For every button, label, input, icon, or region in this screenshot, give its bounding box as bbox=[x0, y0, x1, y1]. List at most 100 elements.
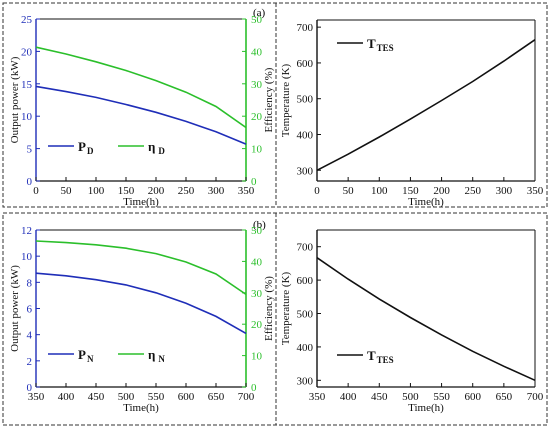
x-tick-label: 500 bbox=[402, 391, 419, 403]
y2-tick-label: 0 bbox=[251, 176, 257, 188]
x-tick-label: 200 bbox=[433, 185, 450, 197]
series-line-2 bbox=[35, 46, 247, 129]
y2-tick-label: 20 bbox=[251, 319, 263, 331]
y2-tick-label: 40 bbox=[251, 46, 263, 58]
x-tick-label: 350 bbox=[527, 185, 544, 197]
x-tick-label: 700 bbox=[527, 391, 544, 403]
y-tick-label: 700 bbox=[297, 242, 314, 254]
y-tick-label: 20 bbox=[21, 46, 33, 58]
x-tick-label: 50 bbox=[343, 185, 355, 197]
y-tick-label: 6 bbox=[27, 304, 33, 316]
x-tick-label: 250 bbox=[464, 185, 481, 197]
x-tick-label: 650 bbox=[208, 391, 225, 403]
y2-tick-label: 40 bbox=[251, 256, 263, 268]
x-tick-label: 300 bbox=[208, 185, 225, 197]
x-tick-label: 450 bbox=[371, 391, 388, 403]
panel-a-frame bbox=[2, 2, 548, 208]
chart-3: 350 400 450 500 550 600 650 7000246810120102030… bbox=[9, 225, 275, 414]
x-tick-label: 450 bbox=[88, 391, 105, 403]
y2-tick-label: 10 bbox=[251, 144, 263, 156]
panel-b-label: (b) bbox=[253, 219, 266, 231]
legend-subscript: N bbox=[158, 354, 165, 364]
x-axis-label: Time(h) bbox=[408, 196, 444, 208]
legend-subscript: N bbox=[87, 354, 94, 364]
y-tick-label: 700 bbox=[297, 22, 314, 34]
chart-1: 0 50 100 150 200 250 300 3500510152025010203040… bbox=[9, 14, 275, 208]
y-tick-label: 12 bbox=[21, 225, 32, 237]
y-tick-label: 400 bbox=[297, 342, 314, 354]
y-tick-label: 10 bbox=[21, 251, 33, 263]
x-tick-label: 400 bbox=[58, 391, 75, 403]
y-tick-label: 8 bbox=[27, 277, 33, 289]
x-tick-label: 400 bbox=[340, 391, 357, 403]
x-tick-label: 150 bbox=[402, 185, 419, 197]
y-axis-label: Temperature (K) bbox=[280, 271, 292, 345]
series-line-2 bbox=[35, 240, 247, 296]
legend-subscript: TES bbox=[377, 355, 394, 365]
legend-label: TTES bbox=[367, 348, 394, 365]
legend-label: PD bbox=[78, 139, 94, 156]
y-tick-label: 5 bbox=[27, 144, 33, 156]
x-tick-label: 700 bbox=[238, 391, 255, 403]
y-tick-label: 4 bbox=[27, 330, 33, 342]
y-axis-label: Output power (kW) bbox=[9, 265, 21, 352]
legend-label: PN bbox=[78, 347, 94, 364]
x-tick-label: 200 bbox=[148, 185, 165, 197]
legend-subscript: D bbox=[87, 146, 94, 156]
x-tick-label: 0 bbox=[33, 185, 39, 197]
y2-tick-label: 50 bbox=[251, 225, 263, 237]
y-tick-label: 2 bbox=[27, 356, 33, 368]
x-tick-label: 350 bbox=[238, 185, 255, 197]
x-tick-label: 600 bbox=[464, 391, 481, 403]
chart-2: 0 50 100 150 200 250 300 350 300 400 500 600 700 Time… bbox=[280, 19, 544, 208]
charts-layer: 0 50 100 150 200 250 300 3500510152025010203040… bbox=[9, 14, 544, 414]
x-tick-label: 550 bbox=[148, 391, 165, 403]
y2-axis-label: Efficiency (%) bbox=[263, 276, 275, 341]
y-tick-label: 300 bbox=[297, 165, 314, 177]
x-tick-label: 300 bbox=[496, 185, 513, 197]
y-tick-label: 500 bbox=[297, 94, 314, 106]
y2-tick-label: 20 bbox=[251, 111, 263, 123]
chart-4: 350 400 450 500 550 600 650 700 300 400 500 600 700 T… bbox=[280, 229, 544, 414]
x-tick-label: 600 bbox=[178, 391, 195, 403]
y-tick-label: 600 bbox=[297, 58, 314, 70]
series-line-1 bbox=[316, 257, 536, 382]
x-tick-label: 250 bbox=[178, 185, 195, 197]
y-tick-label: 10 bbox=[21, 111, 33, 123]
y2-tick-label: 30 bbox=[251, 79, 263, 91]
y-tick-label: 400 bbox=[297, 129, 314, 141]
y-axis-label: Temperature (K) bbox=[280, 63, 292, 137]
y-tick-label: 300 bbox=[297, 375, 314, 387]
y-tick-label: 0 bbox=[27, 176, 33, 188]
legend-label: TTES bbox=[367, 36, 394, 53]
y2-tick-label: 30 bbox=[251, 288, 263, 300]
x-tick-label: 350 bbox=[28, 391, 45, 403]
x-tick-label: 100 bbox=[88, 185, 105, 197]
legend-subscript: TES bbox=[377, 43, 394, 53]
x-axis-label: Time(h) bbox=[123, 196, 159, 208]
y-tick-label: 500 bbox=[297, 309, 314, 321]
y-axis-label: Output power (kW) bbox=[9, 56, 21, 143]
y2-tick-label: 0 bbox=[251, 382, 257, 394]
y-tick-label: 600 bbox=[297, 275, 314, 287]
series-line-1 bbox=[35, 272, 247, 335]
y-tick-label: 15 bbox=[21, 79, 33, 91]
x-tick-label: 100 bbox=[371, 185, 388, 197]
x-axis-label: Time(h) bbox=[123, 402, 159, 414]
y-tick-label: 25 bbox=[21, 14, 33, 26]
panel-a-label: (a) bbox=[253, 7, 266, 19]
x-tick-label: 50 bbox=[61, 185, 73, 197]
x-tick-label: 500 bbox=[118, 391, 135, 403]
x-tick-label: 350 bbox=[309, 391, 326, 403]
x-tick-label: 650 bbox=[496, 391, 513, 403]
x-axis-label: Time(h) bbox=[408, 402, 444, 414]
x-tick-label: 0 bbox=[314, 185, 320, 197]
y-tick-label: 0 bbox=[27, 382, 33, 394]
x-tick-label: 550 bbox=[433, 391, 450, 403]
x-tick-label: 150 bbox=[118, 185, 135, 197]
y2-axis-label: Efficiency (%) bbox=[263, 67, 275, 132]
y2-tick-label: 50 bbox=[251, 14, 263, 26]
